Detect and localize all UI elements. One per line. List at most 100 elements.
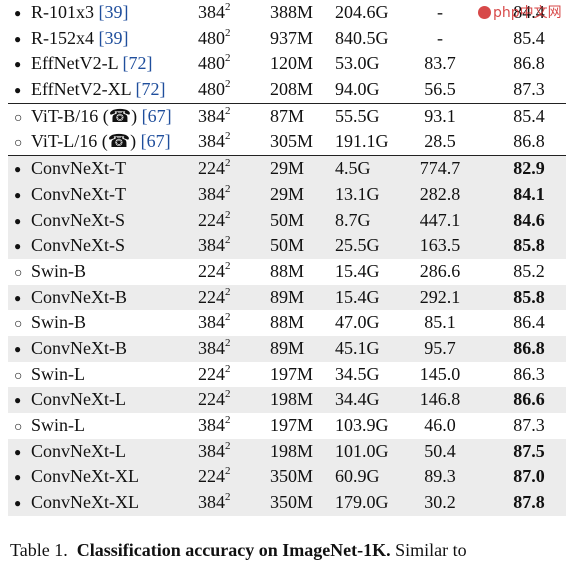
- table-row: ● EffNetV2-XL [72] 4802 208M 94.0G 56.5 87.3: [8, 77, 566, 103]
- filled-circle-icon: ●: [14, 162, 22, 177]
- resolution-cell: 3842: [198, 413, 231, 439]
- model-cell: ● ConvNeXt-XL: [14, 464, 139, 491]
- resolution-exponent: 2: [225, 208, 231, 221]
- table-row: ● ConvNeXt-B 3842 89M 45.1G 95.7 86.8: [8, 335, 566, 363]
- throughput-cell: 30.2: [424, 492, 456, 513]
- resolution-cell: 4802: [198, 77, 231, 103]
- table-row: ● ConvNeXt-T 2242 29M 4.5G 774.7 82.9: [8, 156, 566, 182]
- table-divider: [8, 102, 566, 104]
- resolution-value: 224: [198, 363, 225, 384]
- params-cell: 29M: [270, 183, 305, 204]
- resolution-cell: 2242: [198, 259, 231, 285]
- filled-circle-icon: ●: [14, 31, 22, 46]
- flops-cell: 55.5G: [335, 105, 380, 126]
- resolution-exponent: 2: [225, 104, 231, 117]
- table-row: ○ ViT-B/16 (☎) [67] 3842 87M 55.5G 93.1 85.4: [8, 104, 566, 130]
- throughput-cell: 282.8: [419, 183, 461, 204]
- model-cell: ● ConvNeXt-T: [14, 156, 126, 183]
- citation-link[interactable]: [67]: [141, 105, 172, 126]
- resolution-value: 480: [198, 53, 225, 74]
- params-cell: 197M: [270, 363, 314, 384]
- model-cell: ○ ViT-L/16 (☎) [67]: [14, 129, 171, 157]
- filled-circle-icon: ●: [14, 6, 22, 20]
- citation-link[interactable]: [39]: [98, 27, 129, 48]
- resolution-cell: 3842: [198, 182, 231, 208]
- model-name: ConvNeXt-B: [31, 286, 127, 307]
- resolution-exponent: 2: [225, 285, 231, 298]
- accuracy-cell: 86.8: [513, 131, 545, 152]
- open-circle-icon: ○: [14, 265, 23, 281]
- throughput-cell: 163.5: [419, 235, 461, 256]
- citation-link[interactable]: [39]: [98, 2, 129, 22]
- table-row: ● ConvNeXt-XL 2242 350M 60.9G 89.3 87.0: [8, 464, 566, 491]
- resolution-exponent: 2: [225, 491, 231, 504]
- flops-cell: 8.7G: [335, 209, 371, 230]
- citation-link[interactable]: [72]: [135, 79, 166, 100]
- flops-cell: 204.6G: [335, 2, 389, 22]
- flops-cell: 47.0G: [335, 312, 380, 333]
- resolution-exponent: 2: [225, 439, 231, 452]
- table-caption: Table 1. Classification accuracy on Imag…: [10, 540, 568, 561]
- model-cell: ○ Swin-B: [14, 310, 86, 338]
- model-name: Swin-B: [31, 260, 87, 281]
- resolution-exponent: 2: [225, 157, 231, 170]
- model-name: ConvNeXt-S: [31, 235, 125, 256]
- accuracy-cell: 86.3: [513, 363, 545, 384]
- resolution-exponent: 2: [225, 130, 231, 143]
- caption-title: Classification accuracy on ImageNet-1K.: [76, 540, 391, 560]
- accuracy-cell: 85.8: [513, 286, 545, 307]
- model-name: ViT-L/16 (☎): [31, 131, 141, 152]
- resolution-value: 384: [198, 492, 225, 513]
- table-row: ● ConvNeXt-L 3842 198M 101.0G 50.4 87.5: [8, 438, 566, 465]
- accuracy-cell: 86.6: [513, 389, 545, 410]
- params-cell: 50M: [270, 235, 305, 256]
- accuracy-cell: 84.1: [513, 183, 545, 204]
- table-row: ○ Swin-L 3842 197M 103.9G 46.0 87.3: [8, 413, 566, 439]
- accuracy-cell: 87.5: [513, 440, 545, 461]
- model-name: Swin-B: [31, 312, 87, 333]
- throughput-cell: 83.7: [424, 53, 456, 74]
- table-row: ● R-152x4 [39] 4802 937M 840.5G - 85.4: [8, 26, 566, 52]
- throughput-cell: 95.7: [424, 337, 456, 358]
- table-row: ○ Swin-B 3842 88M 47.0G 85.1 86.4: [8, 310, 566, 336]
- resolution-value: 224: [198, 466, 225, 487]
- model-cell: ● ConvNeXt-B: [14, 336, 127, 363]
- resolution-cell: 3842: [198, 310, 231, 336]
- accuracy-cell: 85.4: [513, 27, 545, 48]
- filled-circle-icon: ●: [14, 496, 22, 511]
- params-cell: 937M: [270, 27, 314, 48]
- flops-cell: 4.5G: [335, 158, 371, 179]
- flops-cell: 94.0G: [335, 79, 380, 100]
- params-cell: 88M: [270, 260, 305, 281]
- resolution-value: 384: [198, 440, 225, 461]
- model-name: Swin-L: [31, 415, 85, 435]
- throughput-cell: -: [437, 2, 443, 22]
- caption-text: Similar to: [395, 540, 467, 560]
- citation-link[interactable]: [67]: [140, 131, 171, 152]
- accuracy-cell: 87.0: [513, 466, 545, 487]
- flops-cell: 179.0G: [335, 492, 389, 513]
- open-circle-icon: ○: [14, 136, 23, 152]
- results-table: ● R-101x3 [39] 3842 388M 204.6G -84.4 ● R-152x4…: [8, 0, 566, 516]
- resolution-value: 224: [198, 389, 225, 410]
- model-cell: ● EffNetV2-L [72]: [14, 51, 152, 78]
- resolution-cell: 2242: [198, 208, 231, 234]
- resolution-cell: 2242: [198, 362, 231, 388]
- citation-link[interactable]: [72]: [122, 53, 153, 74]
- model-cell: ○ Swin-L: [14, 362, 85, 390]
- resolution-cell: 3842: [198, 104, 231, 130]
- watermark-icon: [478, 6, 491, 19]
- params-cell: 198M: [270, 440, 314, 461]
- throughput-cell: 93.1: [424, 105, 456, 126]
- model-name: ConvNeXt-T: [31, 158, 126, 179]
- params-cell: 29M: [270, 158, 305, 179]
- resolution-value: 384: [198, 105, 225, 126]
- params-cell: 208M: [270, 79, 314, 100]
- resolution-value: 224: [198, 209, 225, 230]
- accuracy-cell: 86.4: [513, 312, 545, 333]
- flops-cell: 34.5G: [335, 363, 380, 384]
- resolution-exponent: 2: [225, 259, 231, 272]
- model-name: R-101x3: [31, 2, 99, 22]
- model-cell: ● ConvNeXt-XL: [14, 490, 139, 517]
- table-row: ● ConvNeXt-L 2242 198M 34.4G 146.8 86.6: [8, 387, 566, 413]
